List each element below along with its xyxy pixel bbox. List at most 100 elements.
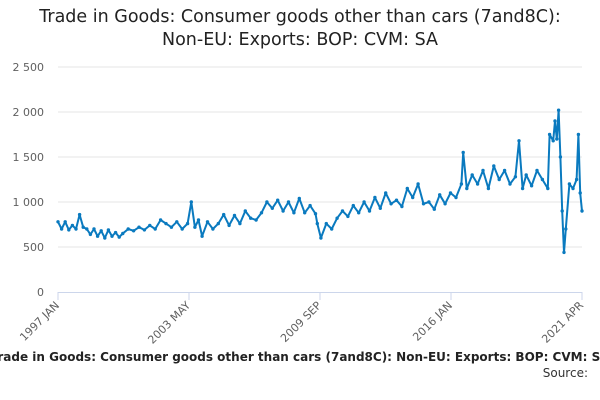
data-point[interactable] xyxy=(259,211,264,215)
data-point[interactable] xyxy=(88,232,93,237)
data-point[interactable] xyxy=(238,221,242,226)
data-point[interactable] xyxy=(571,186,575,191)
data-point[interactable] xyxy=(113,230,118,235)
data-point[interactable] xyxy=(351,203,355,208)
data-point[interactable] xyxy=(216,221,220,226)
data-point[interactable] xyxy=(276,198,280,202)
data-point[interactable] xyxy=(56,220,60,224)
data-point[interactable] xyxy=(180,227,184,231)
data-point[interactable] xyxy=(547,132,552,137)
data-point[interactable] xyxy=(529,184,534,188)
data-point[interactable] xyxy=(574,177,579,182)
data-point[interactable] xyxy=(513,175,518,179)
data-point[interactable] xyxy=(158,218,163,222)
data-point[interactable] xyxy=(558,155,563,159)
data-point[interactable] xyxy=(560,209,564,213)
data-point[interactable] xyxy=(126,227,130,231)
data-point[interactable] xyxy=(175,220,179,224)
data-point[interactable] xyxy=(357,211,361,215)
data-point[interactable] xyxy=(131,229,136,233)
data-point[interactable] xyxy=(346,214,350,219)
data-point[interactable] xyxy=(243,209,247,213)
data-point[interactable] xyxy=(308,203,312,208)
data-point[interactable] xyxy=(95,234,100,238)
data-point[interactable] xyxy=(373,195,377,200)
data-point[interactable] xyxy=(164,221,168,226)
data-point[interactable] xyxy=(292,211,296,215)
data-point[interactable] xyxy=(315,221,319,226)
data-point[interactable] xyxy=(580,209,584,213)
data-point[interactable] xyxy=(92,227,96,231)
data-point[interactable] xyxy=(117,235,121,239)
legend-series-label[interactable]: Trade in Goods: Consumer goods other tha… xyxy=(0,350,600,364)
data-point[interactable] xyxy=(99,229,103,233)
data-point[interactable] xyxy=(524,173,528,177)
data-point[interactable] xyxy=(67,228,71,232)
data-point[interactable] xyxy=(555,137,559,141)
data-point[interactable] xyxy=(416,182,420,186)
data-point[interactable] xyxy=(400,204,404,209)
data-point[interactable] xyxy=(576,132,581,137)
data-point[interactable] xyxy=(465,186,469,191)
data-point[interactable] xyxy=(470,173,474,177)
data-point[interactable] xyxy=(148,223,152,228)
data-point[interactable] xyxy=(106,228,111,232)
data-point[interactable] xyxy=(497,177,501,182)
data-point[interactable] xyxy=(378,206,382,210)
data-point[interactable] xyxy=(185,221,190,226)
data-point[interactable] xyxy=(85,227,89,231)
data-point[interactable] xyxy=(313,212,318,216)
data-point[interactable] xyxy=(281,209,285,213)
data-point[interactable] xyxy=(405,186,409,191)
data-point[interactable] xyxy=(520,186,525,191)
data-point[interactable] xyxy=(249,216,253,220)
data-point[interactable] xyxy=(564,227,568,231)
data-point[interactable] xyxy=(169,225,174,229)
data-point[interactable] xyxy=(567,182,572,186)
data-point[interactable] xyxy=(74,227,78,231)
data-point[interactable] xyxy=(189,200,193,204)
data-point[interactable] xyxy=(459,182,464,186)
data-point[interactable] xyxy=(227,223,231,228)
data-point[interactable] xyxy=(551,139,555,143)
data-point[interactable] xyxy=(110,234,114,238)
data-point[interactable] xyxy=(362,200,366,204)
data-point[interactable] xyxy=(546,186,550,191)
data-point[interactable] xyxy=(535,168,539,173)
data-point[interactable] xyxy=(265,200,269,204)
data-point[interactable] xyxy=(254,218,258,222)
data-point[interactable] xyxy=(502,168,507,173)
data-point[interactable] xyxy=(475,182,480,186)
data-point[interactable] xyxy=(297,196,301,201)
data-point[interactable] xyxy=(432,207,436,211)
data-point[interactable] xyxy=(454,195,458,200)
data-point[interactable] xyxy=(517,139,521,143)
data-point[interactable] xyxy=(196,218,201,222)
data-point[interactable] xyxy=(232,213,237,218)
data-point[interactable] xyxy=(389,202,393,206)
data-point[interactable] xyxy=(137,225,141,229)
data-point[interactable] xyxy=(556,108,561,112)
data-point[interactable] xyxy=(205,220,210,224)
data-point[interactable] xyxy=(335,216,339,220)
data-point[interactable] xyxy=(70,223,75,228)
data-point[interactable] xyxy=(81,225,85,229)
data-point[interactable] xyxy=(303,211,307,215)
data-point[interactable] xyxy=(508,182,512,186)
data-point[interactable] xyxy=(121,231,125,236)
data-point[interactable] xyxy=(540,177,545,182)
data-point[interactable] xyxy=(486,186,491,191)
data-point[interactable] xyxy=(286,200,291,204)
data-point[interactable] xyxy=(222,212,226,217)
data-point[interactable] xyxy=(367,209,372,213)
data-point[interactable] xyxy=(211,227,215,231)
data-point[interactable] xyxy=(578,191,582,195)
data-point[interactable] xyxy=(562,250,566,255)
data-point[interactable] xyxy=(394,198,399,202)
data-point[interactable] xyxy=(427,200,431,204)
data-point[interactable] xyxy=(193,225,197,229)
data-point[interactable] xyxy=(421,202,426,206)
data-point[interactable] xyxy=(461,150,465,155)
data-point[interactable] xyxy=(330,227,334,231)
data-point[interactable] xyxy=(77,212,82,217)
